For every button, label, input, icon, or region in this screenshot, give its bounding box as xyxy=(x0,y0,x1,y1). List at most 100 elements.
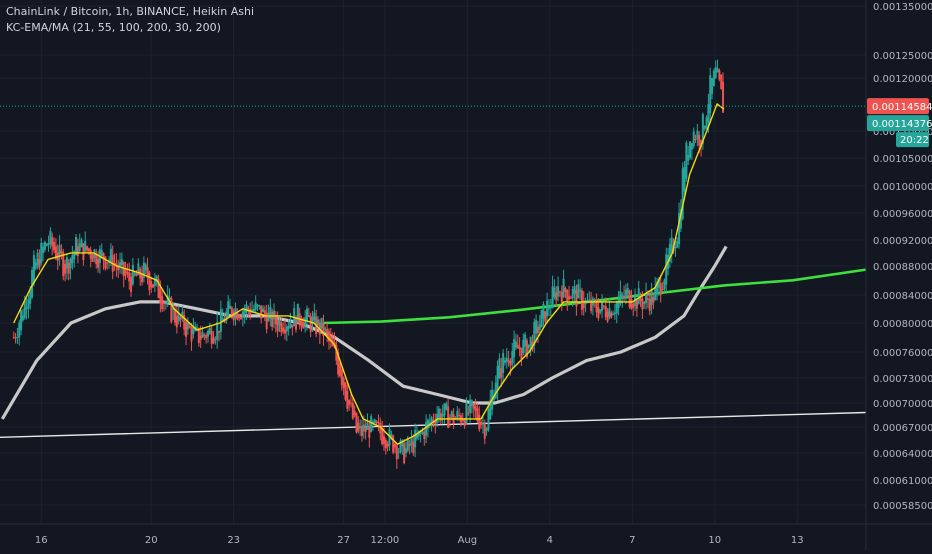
ema-fast-line xyxy=(13,103,725,445)
candle-body xyxy=(698,134,701,146)
time-tick-label: 20 xyxy=(145,535,158,546)
candle-body xyxy=(403,443,406,464)
candle-body xyxy=(533,322,536,346)
candle-body xyxy=(632,303,635,308)
candle-body xyxy=(386,444,389,447)
candle-body xyxy=(617,299,620,309)
candle-body xyxy=(263,310,266,316)
candle-body xyxy=(47,243,50,245)
candle-body xyxy=(492,395,495,400)
candle-body xyxy=(450,411,453,418)
candle-body xyxy=(89,249,92,259)
candle-body xyxy=(324,328,327,330)
candle-body xyxy=(117,264,120,271)
candle-body xyxy=(133,272,136,275)
candle-body xyxy=(503,360,506,363)
candle-body xyxy=(496,365,499,391)
candle-body xyxy=(95,253,98,265)
candle-body xyxy=(580,290,583,310)
candle-body xyxy=(582,300,585,309)
candle-body xyxy=(419,433,422,435)
candle-body xyxy=(54,246,57,259)
candle-body xyxy=(577,284,580,299)
candle-body xyxy=(472,403,475,409)
candle-body xyxy=(141,273,144,283)
candle-body xyxy=(34,262,37,269)
candle-body xyxy=(179,317,182,320)
candle-body xyxy=(579,289,582,292)
candle-body xyxy=(84,240,87,252)
time-tick-label: 12:00 xyxy=(370,535,399,546)
candle-body xyxy=(219,309,222,332)
candle-body xyxy=(157,279,160,298)
candle-body xyxy=(476,408,479,422)
candle-body xyxy=(78,243,81,252)
ema-price-badge xyxy=(867,115,929,132)
candle-body xyxy=(709,75,712,114)
candle-body xyxy=(234,307,237,316)
candle-body xyxy=(152,284,155,288)
candle-body xyxy=(243,309,246,315)
candle-body xyxy=(284,329,287,334)
candle-body xyxy=(661,289,664,291)
candle-body xyxy=(668,244,671,262)
candle-body xyxy=(40,242,43,264)
candles-layer xyxy=(12,59,725,469)
candle-body xyxy=(553,287,556,298)
candle-body xyxy=(232,311,235,321)
candle-body xyxy=(478,414,481,430)
candle-body xyxy=(355,412,358,433)
price-tick-label: 0.00070000 xyxy=(873,399,932,410)
candle-body xyxy=(311,316,314,325)
candle-body xyxy=(45,243,48,246)
candle-body xyxy=(443,403,446,416)
candle-body xyxy=(568,296,571,300)
candle-body xyxy=(500,368,503,378)
candle-body xyxy=(514,341,517,348)
candle-body xyxy=(628,290,631,308)
candle-body xyxy=(144,264,147,271)
candle-body xyxy=(505,357,508,362)
candle-body xyxy=(221,317,224,321)
candle-body xyxy=(294,317,297,330)
candle-body xyxy=(181,311,184,319)
candle-body xyxy=(414,430,417,448)
candle-body xyxy=(245,304,248,313)
candle-body xyxy=(278,319,281,326)
countdown-badge-text: 20:22 xyxy=(900,135,929,146)
candle-body xyxy=(122,262,125,277)
candle-body xyxy=(190,326,193,342)
candle-body xyxy=(164,302,167,304)
candle-body xyxy=(657,278,660,288)
candle-body xyxy=(401,440,404,447)
candle-body xyxy=(630,299,633,309)
candle-body xyxy=(335,344,338,361)
candle-body xyxy=(185,322,188,337)
candle-body xyxy=(639,296,642,302)
candle-body xyxy=(722,81,725,113)
candle-body xyxy=(448,417,451,419)
candle-body xyxy=(197,328,200,344)
candle-body xyxy=(137,263,140,275)
candle-body xyxy=(441,413,444,417)
candle-body xyxy=(32,255,35,284)
candle-body xyxy=(707,104,710,123)
ma-200-line xyxy=(322,268,867,325)
candle-body xyxy=(382,435,385,444)
candle-body xyxy=(271,311,274,327)
candle-body xyxy=(64,263,67,274)
candle-body xyxy=(652,297,655,303)
candle-body xyxy=(399,440,402,453)
last-price-badge-text: 0.00114584 xyxy=(872,102,932,113)
candle-body xyxy=(518,346,521,350)
candle-body xyxy=(349,402,352,404)
candle-body xyxy=(417,430,420,437)
candle-body xyxy=(470,400,473,407)
candle-body xyxy=(509,361,512,366)
candle-body xyxy=(569,297,572,299)
candle-body xyxy=(258,305,261,307)
candle-body xyxy=(113,263,116,265)
candle-body xyxy=(175,315,178,328)
